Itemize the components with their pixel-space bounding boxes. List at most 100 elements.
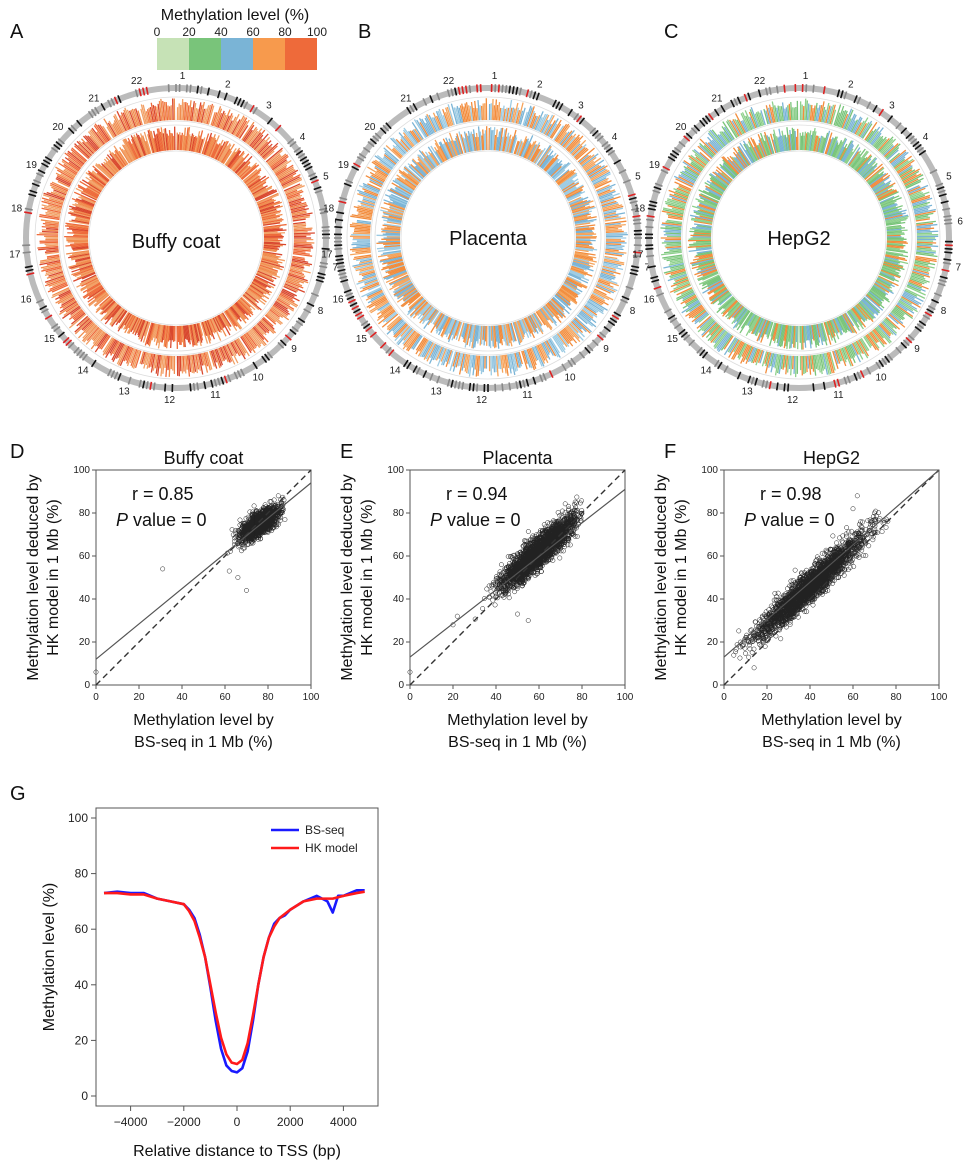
circos-bar (280, 292, 294, 300)
circos-bar (403, 135, 414, 148)
circos-bar (542, 342, 550, 355)
ideogram-band (44, 314, 53, 320)
ideogram-band (369, 138, 377, 145)
ideogram-band (379, 341, 387, 349)
circos-bar (597, 186, 613, 195)
circos-bar (102, 337, 115, 356)
circos-bar (40, 257, 60, 262)
circos-bar (73, 271, 96, 282)
circos-bar (218, 112, 226, 129)
circos-bar (366, 296, 386, 308)
circos-bar (75, 206, 93, 213)
circos-bar (356, 244, 371, 247)
circos-bar (493, 134, 497, 151)
ideogram-band (303, 308, 311, 314)
ideogram-band (525, 89, 530, 98)
ideogram-band (297, 317, 306, 324)
circos-bar (558, 289, 578, 304)
chromosome-label-1: 1 (180, 71, 186, 82)
circos-bar (280, 290, 300, 302)
circos-bar (263, 232, 286, 235)
circos-bar (74, 257, 91, 263)
chromosome-label-4: 4 (923, 132, 929, 143)
ideogram-band (295, 149, 304, 156)
circos-bar (50, 273, 64, 280)
circos-bar (540, 155, 552, 169)
chromosome-label-21: 21 (711, 93, 723, 104)
circos-bar (360, 202, 375, 208)
circos-bar (562, 283, 580, 296)
circos-bar (45, 211, 61, 216)
circos-bar (167, 355, 170, 371)
circos-bar (183, 136, 187, 151)
circos-bar (195, 323, 202, 347)
ideogram-band (645, 226, 654, 229)
circos-bar (67, 157, 82, 169)
circos-bar (536, 310, 549, 328)
circos-bar (39, 241, 59, 244)
circos-bar (386, 316, 402, 330)
circos-bar (107, 122, 117, 137)
circos-bar (433, 117, 441, 131)
circos-bar (508, 107, 513, 123)
ideogram-band (152, 382, 156, 391)
circos-bar (199, 137, 206, 154)
circos-bar (134, 318, 142, 333)
circos-bar (531, 314, 544, 335)
circos-bar (453, 107, 460, 124)
panel-letter-c: C (664, 21, 678, 43)
ideogram-band (295, 320, 304, 327)
circos-bar (217, 315, 225, 328)
ideogram-band (127, 376, 132, 385)
circos-bar (64, 152, 83, 167)
circos-bar (543, 305, 554, 318)
circos-bar (216, 315, 224, 329)
circos-bar (546, 158, 560, 174)
circos-bar (260, 209, 278, 216)
circos-bar (214, 145, 223, 160)
circos-bar (540, 307, 554, 324)
circos-bar (564, 184, 584, 196)
circos-bar (142, 135, 150, 155)
circos-bar (219, 347, 227, 360)
ideogram-band (50, 146, 59, 153)
circos-bar (77, 184, 99, 197)
circos-bar (168, 106, 171, 121)
circos-bar (600, 272, 616, 279)
circos-bar (247, 178, 261, 188)
circos-bar (605, 244, 625, 247)
circos-bar (374, 172, 386, 180)
circos-bar (503, 324, 509, 346)
ideogram-band (621, 295, 630, 301)
circos-bar (567, 190, 586, 201)
circos-bar (228, 150, 242, 168)
circos-bar (491, 325, 494, 347)
circos-bar (565, 134, 580, 151)
circos-bar (556, 169, 573, 184)
circos-bar (514, 352, 519, 368)
circos-bar (291, 211, 307, 216)
ideogram-band (586, 344, 594, 352)
circos-bar (293, 244, 313, 247)
ideogram-band (39, 305, 48, 311)
circos-bar (115, 310, 127, 326)
circos-bar (105, 162, 117, 175)
circos-bar (424, 117, 434, 134)
circos-bar (362, 188, 379, 196)
circos-bar (570, 268, 587, 276)
circos-bar (248, 175, 267, 189)
circos-bar (448, 350, 454, 365)
circos-bar (491, 98, 494, 121)
circos-bar (71, 151, 86, 164)
circos-bar (205, 137, 214, 156)
chromosome-label-8: 8 (630, 306, 636, 317)
circos-bar (549, 119, 562, 139)
ideogram-band (522, 379, 526, 388)
circos-bar (522, 111, 528, 126)
circos-bar (134, 350, 142, 368)
circos-bar (511, 137, 518, 154)
circos-bar (580, 310, 597, 324)
circos-bar (600, 273, 615, 280)
circos-bar (605, 229, 622, 232)
circos-bar (267, 311, 283, 325)
